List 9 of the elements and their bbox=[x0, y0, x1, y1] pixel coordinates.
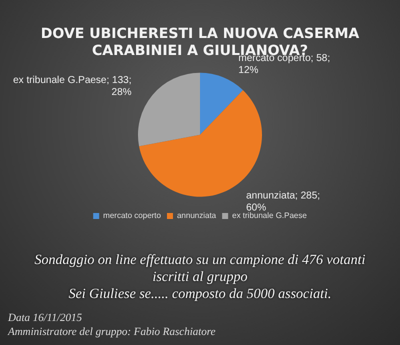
text: Data 16/11/2015 bbox=[8, 311, 84, 325]
data-label: ex tribunale G.Paese; 133; 28% bbox=[13, 75, 132, 98]
data-label: annunziata; 285; 60% bbox=[246, 190, 320, 214]
text: Amministratore del gruppo: Fabio Raschiatore bbox=[8, 325, 217, 339]
legend-label: ex tribunale G.Paese bbox=[232, 211, 308, 220]
text: Sondaggio on line effettuato su un campione di 476 votanti iscritti al gruppo bbox=[34, 252, 366, 286]
legend-label: annunziata bbox=[176, 211, 217, 220]
text: Sei Giuliese se..... composto da 5000 associati. bbox=[68, 286, 332, 303]
legend-label: mercato coperto bbox=[103, 211, 162, 220]
